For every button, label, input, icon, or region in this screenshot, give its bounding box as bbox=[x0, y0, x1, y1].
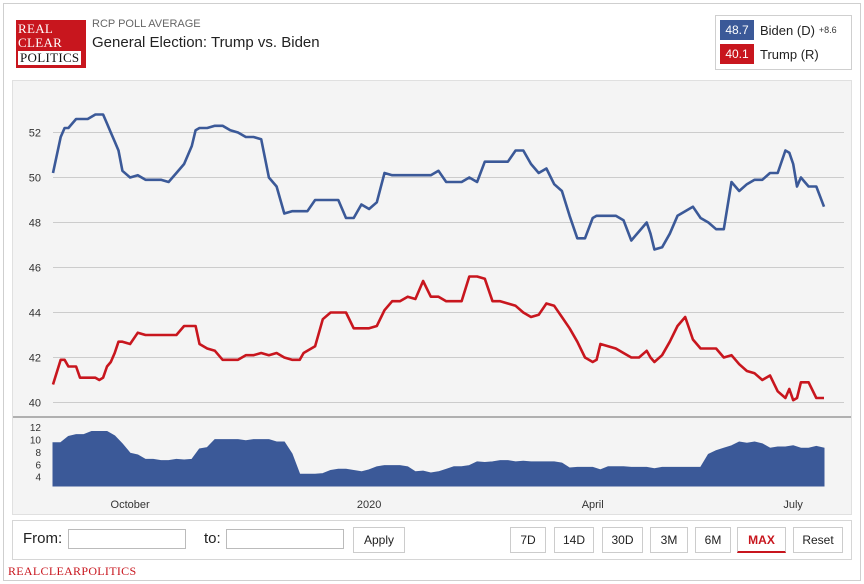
y-tick-label: 46 bbox=[29, 263, 41, 275]
from-label: From: bbox=[23, 530, 63, 547]
x-tick-label: 2020 bbox=[357, 499, 381, 511]
spread-tick-label: 4 bbox=[35, 473, 41, 484]
range-30d-button[interactable]: 30D bbox=[602, 527, 643, 553]
spread-area bbox=[52, 431, 825, 487]
date-range-controls: From: to: Apply 7D 14D 30D 3M 6M MAX Res… bbox=[12, 520, 852, 560]
legend-biden-value: 48.7 bbox=[720, 20, 754, 40]
logo-line-3: POLITICS bbox=[18, 50, 82, 65]
to-label: to: bbox=[204, 530, 221, 547]
chart-kicker: RCP POLL AVERAGE bbox=[92, 18, 201, 30]
range-3m-button[interactable]: 3M bbox=[650, 527, 688, 553]
chart-title: General Election: Trump vs. Biden bbox=[92, 34, 320, 51]
spread-tick-label: 6 bbox=[35, 460, 41, 471]
y-tick-label: 50 bbox=[29, 173, 41, 185]
spread-tick-label: 10 bbox=[30, 436, 42, 447]
legend: 48.7 Biden (D) +8.6 40.1 Trump (R) bbox=[715, 15, 852, 70]
legend-biden-name: Biden (D) bbox=[760, 22, 815, 38]
range-14d-button[interactable]: 14D bbox=[554, 527, 594, 553]
y-tick-label: 40 bbox=[29, 398, 41, 410]
legend-biden: 48.7 Biden (D) +8.6 bbox=[720, 20, 837, 40]
trump-series-line bbox=[51, 275, 824, 402]
logo-line-2: CLEAR bbox=[18, 35, 63, 50]
apply-button[interactable]: Apply bbox=[353, 527, 405, 553]
x-tick-label: July bbox=[783, 499, 803, 511]
range-max-button[interactable]: MAX bbox=[737, 527, 786, 553]
logo-line-1: REAL bbox=[18, 21, 54, 36]
y-tick-label: 48 bbox=[29, 218, 41, 230]
to-date-input[interactable] bbox=[226, 529, 344, 549]
y-tick-label: 52 bbox=[29, 128, 41, 140]
spread-tick-label: 8 bbox=[35, 448, 41, 459]
legend-trump: 40.1 Trump (R) bbox=[720, 44, 823, 64]
x-tick-label: April bbox=[582, 499, 604, 511]
legend-trump-name: Trump (R) bbox=[760, 46, 819, 62]
range-7d-button[interactable]: 7D bbox=[510, 527, 546, 553]
rcp-logo[interactable]: REAL CLEAR POLITICS bbox=[16, 20, 86, 68]
biden-series-line bbox=[51, 113, 826, 251]
reset-button[interactable]: Reset bbox=[793, 527, 843, 553]
footer-brand[interactable]: REALCLEARPOLITICS bbox=[8, 564, 137, 578]
range-6m-button[interactable]: 6M bbox=[695, 527, 731, 553]
plot-area[interactable]: 40 42 44 46 48 50 52 4 6 8 10 12 October 2020 April Jul… bbox=[12, 80, 852, 515]
legend-biden-spread: +8.6 bbox=[818, 25, 837, 35]
from-date-input[interactable] bbox=[68, 529, 186, 549]
legend-trump-value: 40.1 bbox=[720, 44, 754, 64]
y-tick-label: 44 bbox=[29, 308, 41, 320]
spread-tick-label: 12 bbox=[30, 423, 42, 434]
x-tick-label: October bbox=[111, 499, 150, 511]
y-tick-label: 42 bbox=[29, 353, 41, 365]
